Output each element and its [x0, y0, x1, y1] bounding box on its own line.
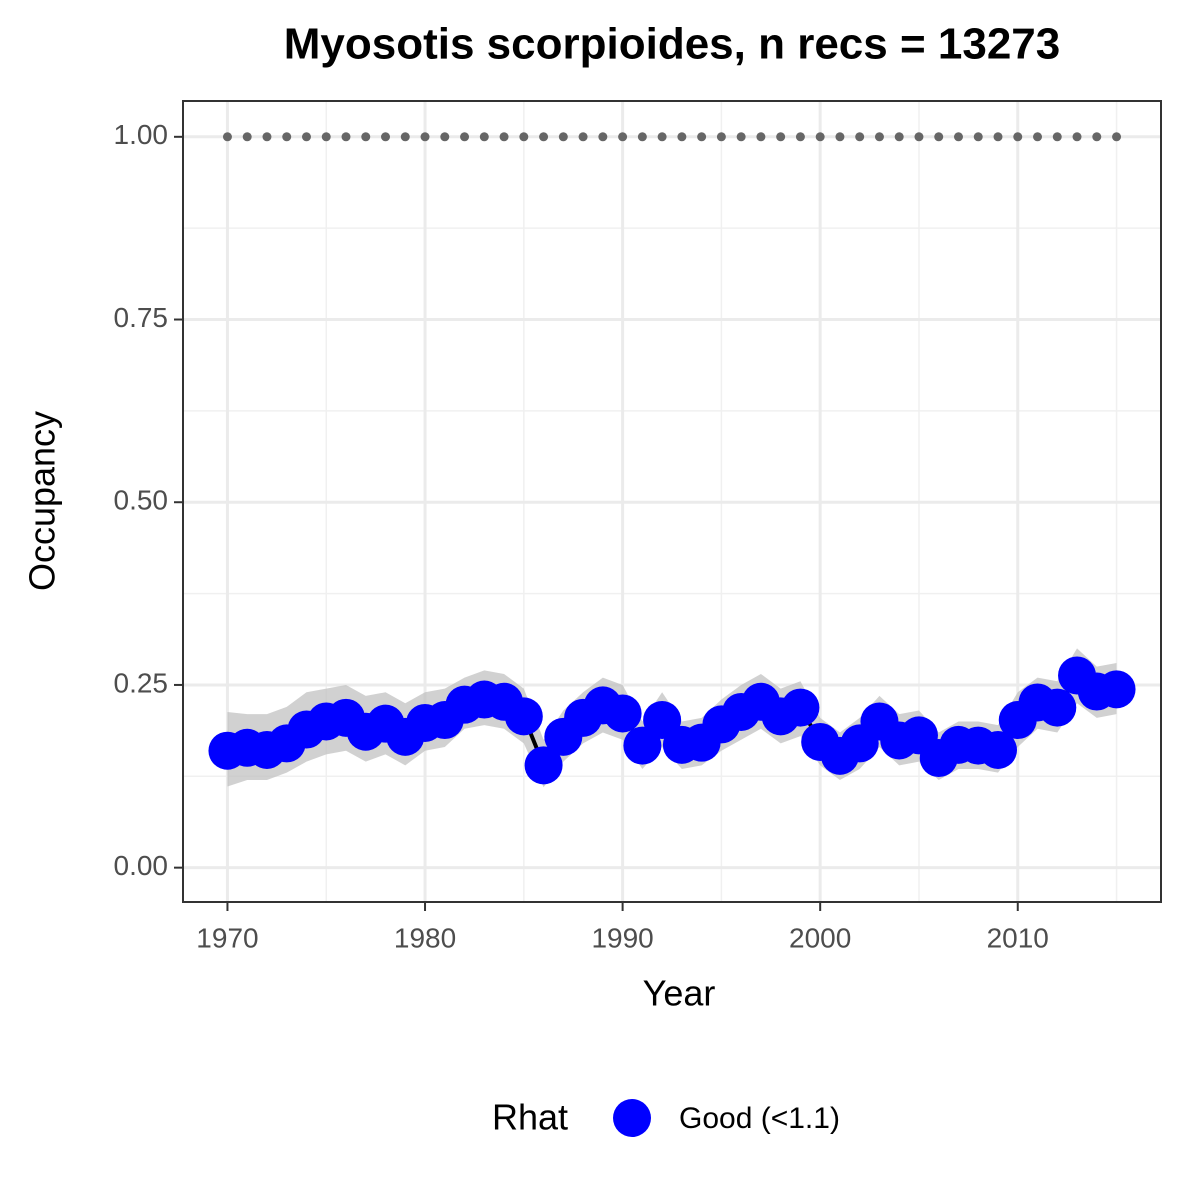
- reference-dot: [993, 132, 1003, 142]
- reference-dot: [519, 132, 529, 142]
- reference-dot: [776, 132, 786, 142]
- reference-dot: [460, 132, 470, 142]
- reference-dot: [677, 132, 687, 142]
- legend-marker: [613, 1099, 651, 1137]
- y-tick-label: 1.00: [114, 119, 169, 150]
- reference-dot: [894, 132, 904, 142]
- reference-dot: [914, 132, 924, 142]
- point: [781, 688, 820, 727]
- reference-dot: [341, 132, 351, 142]
- reference-dot: [222, 132, 232, 142]
- reference-dot: [420, 132, 430, 142]
- reference-dot: [637, 132, 647, 142]
- x-tick-label: 2010: [987, 922, 1049, 953]
- x-tick-label: 1970: [196, 922, 258, 953]
- reference-dot: [618, 132, 628, 142]
- y-tick-label: 0.75: [114, 302, 169, 333]
- point: [524, 746, 563, 785]
- reference-dot: [1072, 132, 1082, 142]
- reference-dot: [756, 132, 766, 142]
- chart-title: Myosotis scorpioides, n recs = 13273: [284, 20, 1060, 69]
- reference-dot: [479, 132, 489, 142]
- x-axis-label: Year: [643, 973, 716, 1014]
- point: [623, 726, 662, 765]
- reference-dot: [795, 132, 805, 142]
- reference-dot: [874, 132, 884, 142]
- reference-dot: [855, 132, 865, 142]
- reference-dot: [578, 132, 588, 142]
- plot-border: [182, 100, 1162, 903]
- y-tick-label: 0.25: [114, 667, 169, 698]
- x-tick-label: 1980: [394, 922, 456, 953]
- reference-dot: [973, 132, 983, 142]
- reference-dot: [381, 132, 391, 142]
- reference-dot: [499, 132, 509, 142]
- reference-dot: [558, 132, 568, 142]
- x-tick-label: 1990: [591, 922, 653, 953]
- reference-dot: [716, 132, 726, 142]
- reference-dot: [598, 132, 608, 142]
- point: [1038, 688, 1077, 727]
- reference-dot: [242, 132, 252, 142]
- reference-dot: [262, 132, 272, 142]
- reference-dot: [1052, 132, 1062, 142]
- point: [504, 697, 543, 736]
- reference-dot: [1033, 132, 1043, 142]
- reference-dot: [400, 132, 410, 142]
- point: [603, 694, 642, 733]
- legend-title: Rhat: [492, 1097, 568, 1138]
- reference-dot: [736, 132, 746, 142]
- reference-dot: [934, 132, 944, 142]
- reference-dot: [697, 132, 707, 142]
- legend-label: Good (<1.1): [679, 1102, 840, 1135]
- reference-dot: [1013, 132, 1023, 142]
- y-tick-label: 0.50: [114, 485, 169, 516]
- reference-dot: [815, 132, 825, 142]
- reference-dot: [657, 132, 667, 142]
- reference-dot: [321, 132, 331, 142]
- reference-dot: [835, 132, 845, 142]
- reference-dot: [1112, 132, 1122, 142]
- x-tick-label: 2000: [789, 922, 851, 953]
- reference-dot: [440, 132, 450, 142]
- point: [1097, 670, 1136, 709]
- y-axis-label: Occupancy: [22, 411, 63, 591]
- point: [979, 730, 1017, 769]
- reference-dot: [361, 132, 371, 142]
- reference-dot: [301, 132, 311, 142]
- y-tick-label: 0.00: [114, 850, 169, 881]
- reference-dot: [539, 132, 549, 142]
- reference-dot: [1092, 132, 1102, 142]
- reference-dot: [282, 132, 292, 142]
- reference-dot: [953, 132, 963, 142]
